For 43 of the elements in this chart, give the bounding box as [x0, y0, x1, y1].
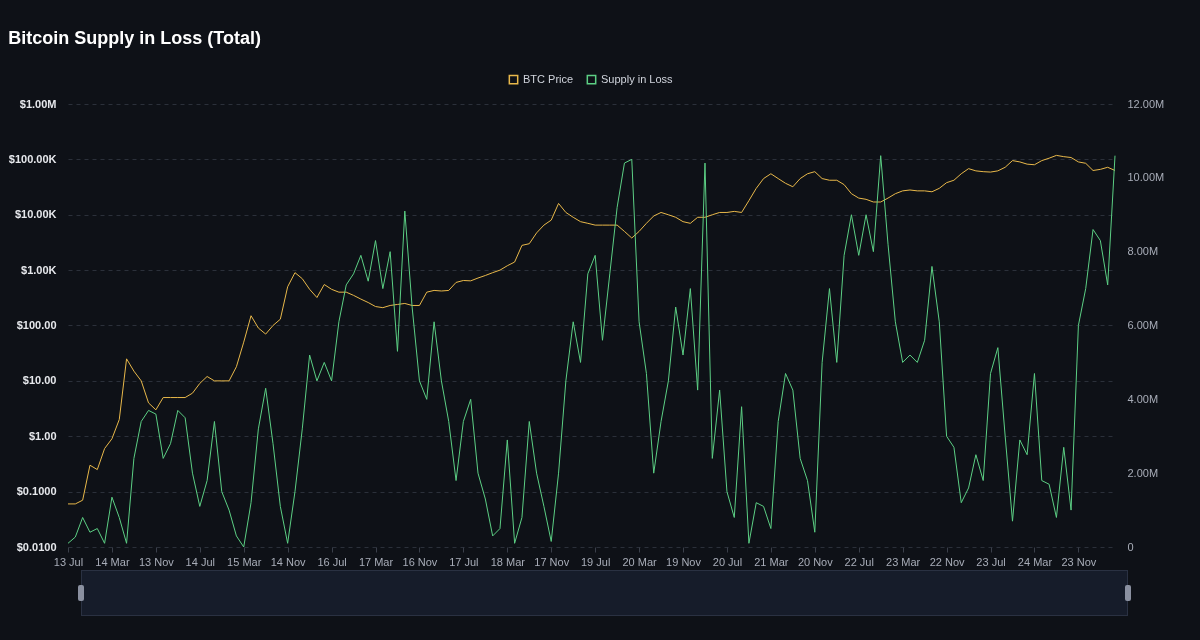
y-tick-label: $1.00K: [21, 263, 57, 276]
chart-title: Bitcoin Supply in Loss (Total): [8, 28, 261, 48]
x-tick-label: 15 Mar: [227, 555, 262, 568]
legend-label: Supply in Loss: [601, 72, 674, 85]
x-tick-label: 14 Nov: [270, 555, 307, 568]
y-tick-label: $1.00: [28, 429, 57, 442]
x-tick-label: 20 Mar: [622, 555, 658, 568]
x-tick-label: 14 Mar: [95, 555, 130, 568]
x-tick-label: 13 Jul: [53, 555, 84, 568]
x-tick-label: 21 Mar: [754, 555, 789, 568]
legend-label: BTC Price: [523, 72, 574, 85]
y2-tick-label: 8.00M: [1127, 245, 1159, 258]
x-tick-label: 17 Mar: [358, 555, 394, 568]
x-tick-label: 19 Jul: [580, 555, 611, 568]
y2-tick-label: 10.00M: [1127, 171, 1165, 184]
x-tick-label: 20 Nov: [797, 555, 834, 568]
y2-tick-label: 2.00M: [1127, 466, 1159, 479]
x-tick-label: 13 Nov: [138, 555, 175, 568]
x-tick-label: 23 Jul: [976, 555, 1006, 568]
y2-tick-label: 6.00M: [1127, 319, 1159, 331]
y-tick-label: $1.00M: [19, 97, 57, 110]
y-tick-label: $10.00: [22, 374, 57, 387]
x-tick-label: 22 Nov: [929, 555, 966, 568]
y2-tick-label: 0: [1127, 540, 1134, 553]
x-tick-label: 24 Mar: [1017, 555, 1053, 568]
y2-tick-label: 4.00M: [1127, 392, 1159, 405]
y-tick-label: $0.1000: [16, 485, 57, 498]
x-tick-label: 14 Jul: [185, 555, 215, 568]
y-tick-label: $100.00K: [8, 152, 57, 165]
x-tick-label: 18 Mar: [490, 555, 526, 568]
x-tick-label: 23 Nov: [1061, 555, 1097, 568]
x-tick-label: 16 Jul: [317, 555, 347, 568]
y-tick-label: $0.0100: [16, 540, 57, 553]
y-tick-label: $100.00: [16, 319, 57, 331]
x-tick-label: 17 Jul: [449, 555, 479, 568]
x-tick-label: 22 Jul: [844, 555, 874, 568]
y2-tick-label: 12.00M: [1127, 97, 1165, 110]
x-tick-label: 23 Mar: [886, 555, 921, 568]
y-tick-label: $10.00K: [14, 208, 57, 221]
x-tick-label: 19 Nov: [666, 555, 702, 568]
x-tick-label: 16 Nov: [402, 555, 438, 568]
x-tick-label: 20 Jul: [712, 555, 743, 568]
x-tick-label: 17 Nov: [534, 555, 570, 568]
